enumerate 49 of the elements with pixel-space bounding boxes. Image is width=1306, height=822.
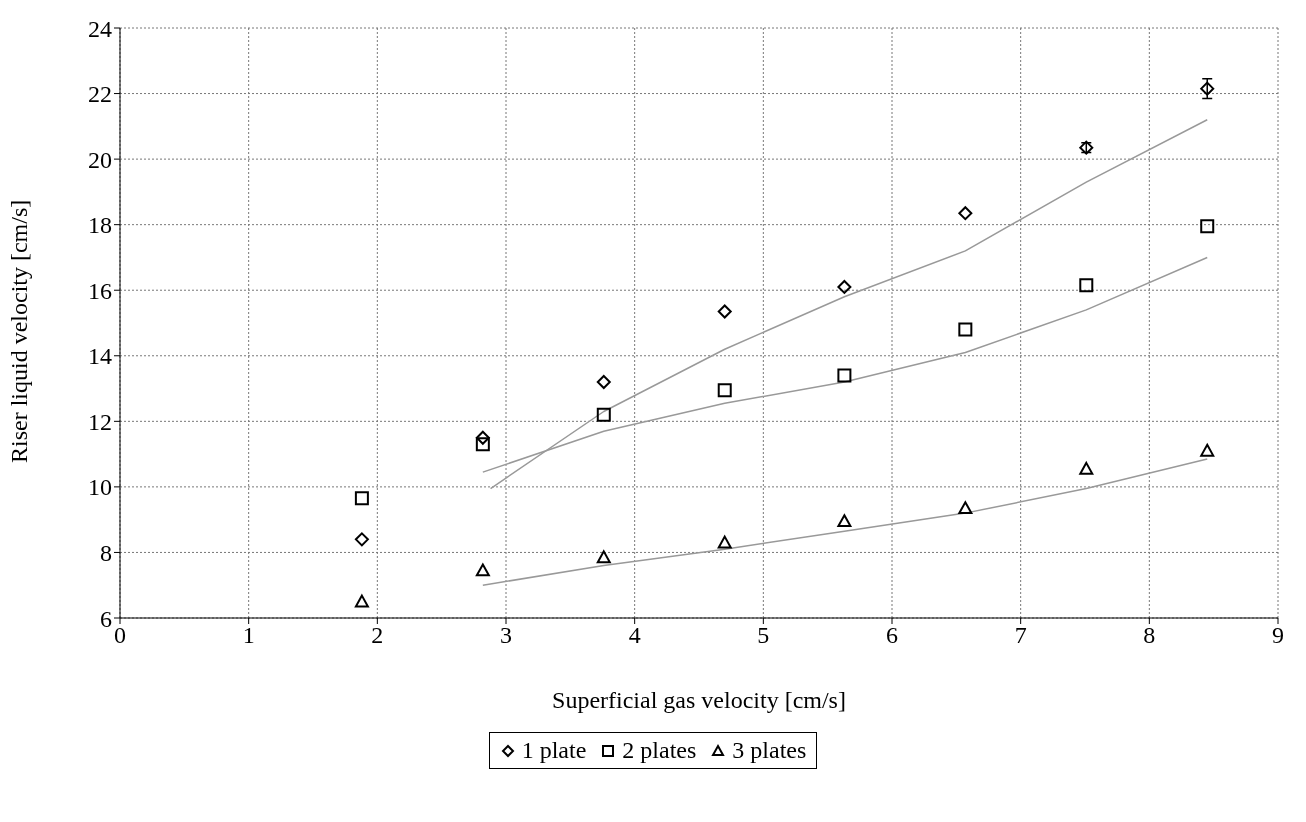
y-tick-label: 22 (88, 81, 112, 108)
y-tick-label: 16 (88, 277, 112, 304)
y-tick-label: 12 (88, 408, 112, 435)
x-tick-label: 9 (1272, 622, 1284, 649)
y-tick-label: 20 (88, 146, 112, 173)
point (354, 532, 369, 547)
point (596, 375, 611, 389)
point (354, 491, 369, 506)
y-tick-label: 14 (88, 343, 112, 370)
y-tick-label: 18 (88, 212, 112, 239)
point (1200, 81, 1215, 96)
x-tick-label: 0 (114, 622, 126, 649)
line-series (482, 458, 1208, 586)
x-tick-label: 8 (1143, 622, 1156, 649)
x-tick-label: 5 (757, 622, 770, 649)
point (837, 279, 852, 294)
point (354, 594, 369, 608)
y-tick-label: 6 (100, 605, 112, 632)
x-tick-label: 3 (500, 622, 512, 649)
point (475, 563, 490, 577)
y-axis-title: Riser liquid velocity [cm/s] (5, 199, 32, 463)
point (958, 322, 973, 337)
point (596, 550, 611, 564)
point (1079, 278, 1094, 293)
point (837, 514, 852, 528)
x-tick-label: 4 (628, 622, 641, 649)
x-tick-label: 2 (371, 622, 384, 649)
legend-label: 3 plates (732, 737, 807, 764)
point (475, 430, 490, 445)
point (958, 206, 973, 221)
legend-label: 2 plates (622, 737, 697, 764)
x-axis-title: Superficial gas velocity [cm/s] (552, 687, 846, 713)
x-tick-label: 7 (1014, 622, 1027, 649)
point (717, 535, 732, 549)
y-tick-label: 10 (88, 474, 112, 501)
point (1200, 443, 1215, 457)
legend-label: 1 plate (521, 737, 587, 764)
point (717, 383, 732, 398)
point (1079, 461, 1094, 475)
point (958, 501, 973, 514)
point (475, 437, 490, 452)
point (1200, 219, 1215, 234)
y-tick-label: 24 (88, 15, 112, 42)
point (717, 304, 732, 319)
point (596, 407, 611, 422)
x-tick-label: 6 (886, 622, 898, 649)
x-tick-label: 1 (242, 622, 255, 649)
point (837, 368, 852, 383)
y-tick-label: 8 (100, 539, 112, 566)
